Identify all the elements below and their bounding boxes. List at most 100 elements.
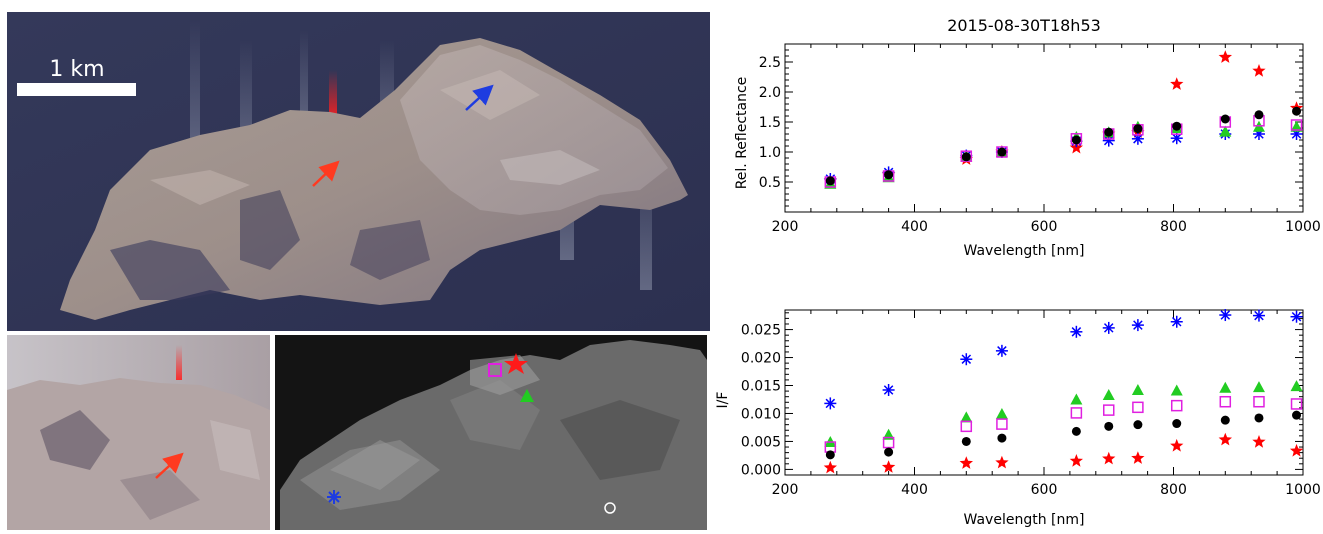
chart1-point-circle-shape xyxy=(961,152,971,162)
chart2-point-circle xyxy=(825,450,835,460)
chart2-point-square-shape xyxy=(1132,401,1144,414)
chart1-point-circle xyxy=(884,170,894,180)
chart1-point-square-shape xyxy=(996,146,1008,158)
chart1-xtick-label: 400 xyxy=(901,219,928,235)
chart2-point-circle-shape xyxy=(884,447,894,457)
chart2-point-star-shape xyxy=(1289,443,1304,457)
blue-arrow xyxy=(465,84,494,111)
chart1-point-triangle-shape xyxy=(1219,125,1232,137)
chart2-point-circle-shape xyxy=(997,433,1007,443)
chart2-point-star-shape xyxy=(1170,438,1184,452)
chart2-point-asterisk xyxy=(995,344,1008,357)
chart2-point-circle-shape xyxy=(825,450,835,460)
chart1-point-circle-shape xyxy=(825,176,835,186)
chart1-point-circle-shape xyxy=(1172,121,1182,131)
chart2-xtick-label: 400 xyxy=(901,482,928,498)
chart2-point-asterisk xyxy=(1102,321,1115,334)
chart2-point-circle xyxy=(961,436,971,446)
chart2-point-star-shape xyxy=(1252,435,1266,448)
site-marker-asterisk xyxy=(327,490,341,504)
chart2-point-asterisk xyxy=(1131,319,1144,332)
chart2-point-triangle xyxy=(1219,381,1232,393)
chart2-point-star xyxy=(823,460,837,474)
chart2-point-circle xyxy=(1071,426,1081,436)
chart1-point-circle xyxy=(825,176,835,186)
chart2-point-asterisk-stroke xyxy=(883,385,894,395)
chart2-point-square-shape xyxy=(960,420,973,433)
chart2-point-circle-shape xyxy=(1172,419,1182,429)
chart2-point-circle-shape xyxy=(1133,420,1143,430)
chart2-point-square xyxy=(1253,395,1265,408)
chart2-point-star-shape xyxy=(1218,432,1232,446)
chart2-point-triangle-shape xyxy=(1170,384,1183,396)
chart2-point-circle xyxy=(1133,420,1143,430)
chart1-point-star-shape xyxy=(1170,77,1184,90)
chart2-ytick-label: 0.020 xyxy=(741,351,781,367)
chart2-point-triangle xyxy=(1252,381,1265,393)
chart2-point-circle xyxy=(884,447,894,457)
scale-label: 1 km xyxy=(49,57,104,82)
red-jet xyxy=(329,70,337,118)
comet-images: 1 km xyxy=(7,12,710,530)
chart1-ytick-label: 1.0 xyxy=(759,145,781,161)
chart-title: 2015-08-30T18h53 xyxy=(947,16,1101,35)
chart2-point-square-shape xyxy=(1170,399,1183,412)
chart2-point-square xyxy=(960,420,973,433)
chart2-point-asterisk-stroke xyxy=(1071,327,1082,337)
chart1-point-circle-shape xyxy=(884,170,894,180)
chart1-point-circle xyxy=(1220,114,1230,124)
chart1-xtick-label: 1000 xyxy=(1285,219,1321,235)
chart2-point-star xyxy=(1131,451,1145,464)
chart2-point-triangle xyxy=(1070,393,1083,405)
chart2-point-asterisk-stroke xyxy=(997,346,1007,356)
bottom-right-gray-image xyxy=(275,335,707,530)
chart2-ytick-label: 0.000 xyxy=(741,462,781,478)
chart1-ytick-label: 2.0 xyxy=(759,85,781,101)
chart1-point-triangle xyxy=(1219,125,1232,137)
chart2-point-star xyxy=(1170,438,1184,452)
chart2-point-circle-shape xyxy=(1071,426,1081,436)
chart2-point-triangle-shape xyxy=(995,408,1008,420)
chart1-point-asterisk xyxy=(1131,132,1144,145)
chart2-point-triangle-shape xyxy=(1219,381,1232,393)
chart2-point-square-shape xyxy=(882,436,895,449)
chart2-point-square xyxy=(1170,399,1183,412)
chart1-point-star-shape xyxy=(1218,50,1232,63)
chart2-ytick-label: 0.010 xyxy=(741,406,781,422)
spectra-charts: 2015-08-30T18h53 Wavelength [nm] Rel. Re… xyxy=(715,16,1321,528)
chart1-xlabel: Wavelength [nm] xyxy=(964,243,1085,259)
chart2-ytick-label: 0.005 xyxy=(741,434,781,450)
chart1-point-star xyxy=(1252,64,1266,77)
chart2-point-asterisk-stroke xyxy=(1103,323,1114,333)
chart1-point-star xyxy=(1170,77,1184,90)
chart1-point-triangle-shape xyxy=(1290,120,1303,132)
chart2-ylabel: I/F xyxy=(715,392,731,409)
chart2-point-asterisk-stroke xyxy=(1133,320,1143,330)
chart2-point-triangle xyxy=(1131,383,1144,395)
chart2-point-asterisk xyxy=(1070,325,1083,338)
chart2-xtick-label: 1000 xyxy=(1285,482,1321,498)
chart2-point-asterisk xyxy=(960,353,973,366)
chart2-point-asterisk xyxy=(1290,310,1303,323)
chart1-point-star-shape xyxy=(1252,64,1266,77)
top-color-image: 1 km xyxy=(7,12,710,331)
chart2-point-asterisk-stroke xyxy=(1171,316,1182,327)
chart2-point-square xyxy=(1219,395,1232,408)
site-marker-square xyxy=(488,363,502,377)
chart2-point-square xyxy=(1132,401,1144,414)
bottom-left-zoom-image xyxy=(7,335,270,530)
chart2-point-star xyxy=(1102,451,1116,465)
chart2-point-star xyxy=(1069,454,1083,467)
chart2-point-asterisk xyxy=(1252,309,1265,322)
chart2-point-circle xyxy=(1254,413,1264,423)
chart2-point-square xyxy=(1070,407,1083,419)
chart1-point-asterisk xyxy=(1170,132,1183,145)
chart1-xtick-label: 600 xyxy=(1031,219,1058,235)
chart1-point-circle-shape xyxy=(1104,127,1114,137)
chart2-point-asterisk-stroke xyxy=(825,398,836,409)
chart2-point-circle-shape xyxy=(961,436,971,446)
chart2-point-star-shape xyxy=(995,455,1009,469)
chart2-point-triangle xyxy=(1170,384,1183,396)
chart2-point-asterisk xyxy=(1219,309,1232,322)
chart2-point-star xyxy=(959,456,973,469)
